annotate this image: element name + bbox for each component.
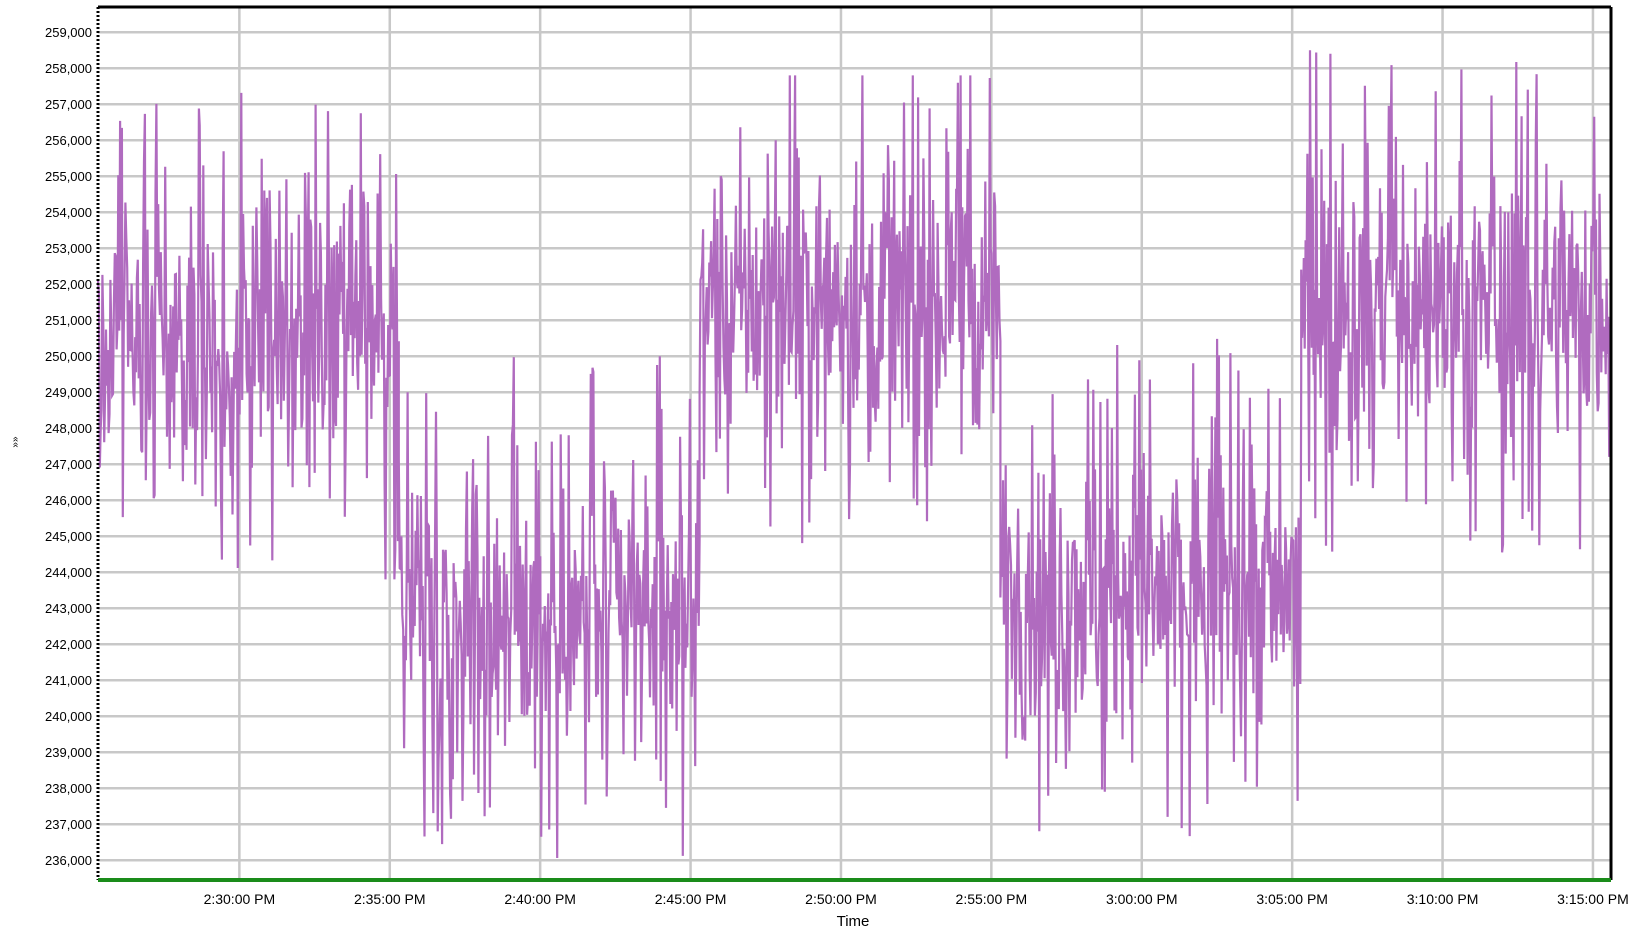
y-tick-label: 259,000: [45, 25, 92, 40]
y-tick-label: 257,000: [45, 97, 92, 112]
y-tick-label: 252,000: [45, 277, 92, 292]
x-axis-title: Time: [837, 913, 870, 929]
y-tick-label: 238,000: [45, 781, 92, 796]
y-tick-label: 243,000: [45, 601, 92, 616]
y-tick-label: 254,000: [45, 205, 92, 220]
y-tick-label: 245,000: [45, 529, 92, 544]
plot-frame: [96, 5, 1613, 882]
x-tick-label: 2:55:00 PM: [956, 891, 1028, 907]
data-series: [96, 50, 1613, 859]
y-tick-label: 241,000: [45, 673, 92, 688]
x-axis-ticks: 2:30:00 PM 2:35:00 PM 2:40:00 PM 2:45:00 PM…: [204, 891, 1629, 907]
x-tick-label: 3:00:00 PM: [1106, 891, 1178, 907]
y-tick-label: 242,000: [45, 637, 92, 652]
y-tick-label: 258,000: [45, 61, 92, 76]
y-axis-ticks: 259,000 258,000 257,000 256,000 255,000 254,0…: [45, 25, 92, 868]
x-tick-label: 3:05:00 PM: [1256, 891, 1328, 907]
y-tick-label: 236,000: [45, 853, 92, 868]
y-tick-label: 240,000: [45, 709, 92, 724]
x-tick-label: 2:40:00 PM: [504, 891, 576, 907]
y-tick-label: 239,000: [45, 745, 92, 760]
y-tick-label: 248,000: [45, 421, 92, 436]
y-axis-title: »»: [10, 436, 21, 448]
y-tick-label: 244,000: [45, 565, 92, 580]
x-tick-label: 3:10:00 PM: [1407, 891, 1479, 907]
y-tick-label: 247,000: [45, 457, 92, 472]
y-tick-label: 256,000: [45, 133, 92, 148]
x-tick-label: 2:50:00 PM: [805, 891, 877, 907]
series-line: [96, 50, 1613, 859]
y-tick-label: 250,000: [45, 349, 92, 364]
x-tick-label: 2:45:00 PM: [655, 891, 727, 907]
y-tick-label: 255,000: [45, 169, 92, 184]
y-tick-label: 251,000: [45, 313, 92, 328]
x-tick-label: 2:30:00 PM: [204, 891, 276, 907]
y-tick-label: 249,000: [45, 385, 92, 400]
x-tick-label: 2:35:00 PM: [354, 891, 426, 907]
y-tick-label: 237,000: [45, 817, 92, 832]
y-tick-label: 246,000: [45, 493, 92, 508]
y-tick-label: 253,000: [45, 241, 92, 256]
x-tick-label: 3:15:00 PM: [1557, 891, 1629, 907]
